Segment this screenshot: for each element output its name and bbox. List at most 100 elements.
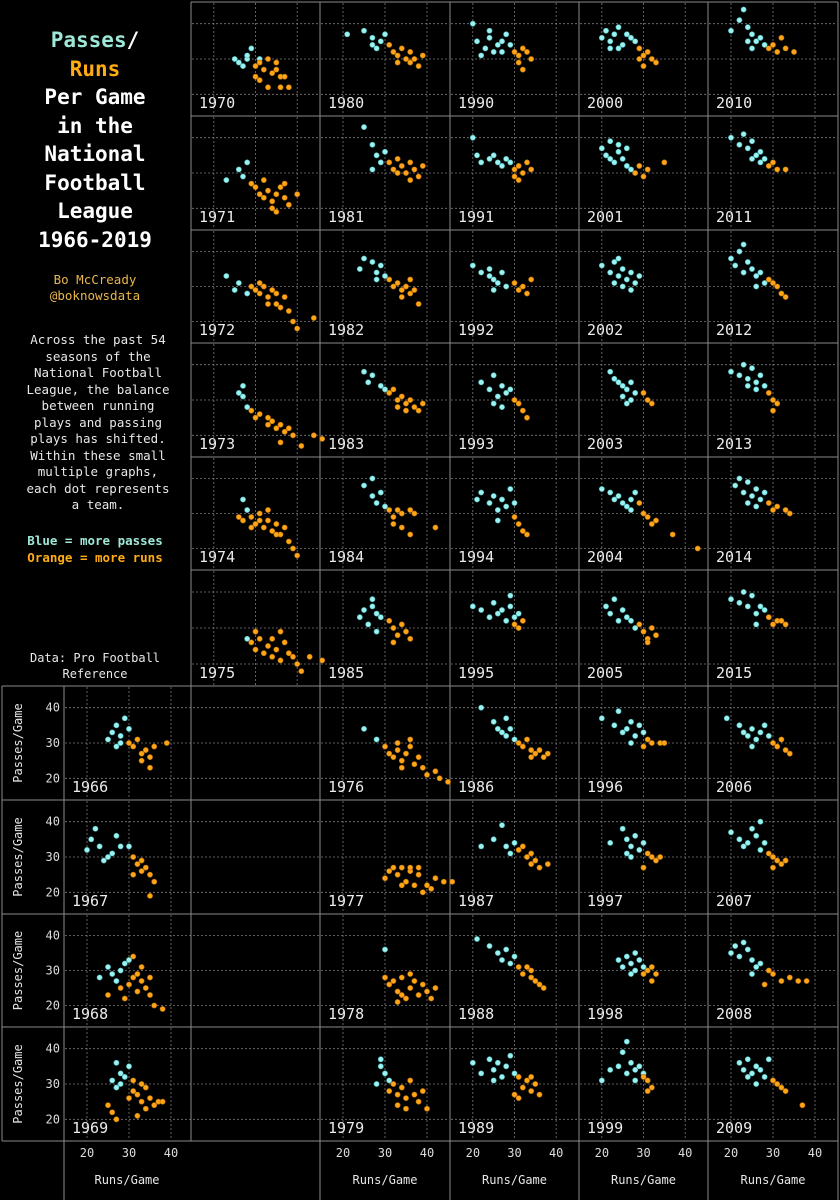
pass-dot (623, 1070, 630, 1077)
run-dot (273, 425, 280, 432)
run-dot (640, 628, 647, 635)
run-dot (252, 414, 259, 421)
x-tick-label: 30 (766, 1146, 780, 1160)
pass-dot (377, 489, 384, 496)
run-dot (648, 521, 655, 527)
pass-dot (740, 939, 747, 946)
pass-dot (482, 45, 489, 52)
y-tick-label: 20 (46, 999, 60, 1013)
pass-dot (373, 1081, 380, 1087)
panel-1966: 1966 20 30 40 Passes/Game (11, 687, 319, 799)
pass-dot (113, 832, 120, 839)
run-dot (256, 280, 263, 286)
run-dot (403, 995, 409, 1002)
pass-dot (740, 489, 747, 496)
year-label: 1979 (328, 1119, 364, 1137)
chart-title: Passes/ Runs Per Game in the National Fo… (0, 26, 190, 254)
run-dot (386, 507, 393, 513)
pass-dot (611, 259, 618, 265)
pass-dot (753, 1081, 760, 1087)
pass-dot (615, 1063, 622, 1070)
run-dot (528, 56, 535, 62)
panel-1980: 1980 (321, 3, 449, 115)
year-label: 1982 (328, 321, 364, 339)
x-tick-label: 30 (122, 1146, 136, 1160)
pass-dot (126, 843, 132, 850)
run-dot (407, 276, 414, 283)
pass-dot (109, 850, 116, 857)
pass-dot (736, 372, 743, 379)
pass-dot (507, 41, 514, 48)
pass-dot (478, 489, 485, 496)
run-dot (419, 764, 426, 771)
run-dot (782, 507, 789, 513)
run-dot (644, 514, 651, 520)
run-dot (528, 850, 535, 857)
year-label: 1994 (458, 548, 494, 566)
author-name: Bo McCready (53, 272, 137, 287)
title-line-8: 1966-2019 (38, 227, 152, 252)
pass-dot (603, 152, 609, 159)
pass-dot (478, 52, 485, 59)
run-dot (524, 159, 530, 166)
run-dot (130, 1088, 137, 1094)
pass-dot (728, 134, 734, 141)
panel-2001: 2001 (580, 117, 707, 229)
x-tick-label: 20 (595, 1146, 609, 1160)
run-dot (770, 397, 776, 403)
run-dot (256, 290, 263, 297)
run-dot (770, 864, 776, 871)
panel-2010: 2010 (709, 3, 837, 115)
panel-2011: 2011 (709, 117, 837, 229)
pass-dot (377, 159, 384, 166)
pass-dot (109, 971, 116, 977)
run-dot (269, 205, 276, 212)
run-dot (407, 531, 414, 538)
pass-dot (494, 280, 501, 286)
pass-dot (607, 138, 614, 145)
run-dot (394, 155, 401, 162)
run-dot (524, 49, 530, 55)
pass-dot (244, 507, 251, 513)
pass-dot (494, 1059, 501, 1066)
pass-dot (377, 262, 384, 269)
run-dot (640, 52, 647, 59)
run-dot (765, 850, 772, 857)
pass-dot (744, 733, 751, 739)
year-label: 1968 (72, 1005, 108, 1023)
pass-dot (615, 273, 622, 279)
pass-dot (113, 1084, 120, 1091)
pass-dot (474, 936, 480, 942)
run-dot (394, 170, 401, 176)
pass-dot (611, 31, 618, 38)
run-dot (519, 407, 526, 414)
run-dot (770, 280, 776, 286)
pass-dot (361, 27, 367, 34)
run-dot (319, 435, 326, 442)
run-dot (407, 397, 414, 403)
pass-dot (598, 715, 605, 722)
run-dot (648, 964, 655, 970)
pass-dot (248, 45, 255, 52)
run-dot (774, 283, 781, 290)
x-axis-label: Runs/Game (352, 1173, 417, 1187)
pass-dot (117, 1081, 124, 1087)
run-dot (415, 992, 422, 998)
run-dot (269, 653, 276, 660)
run-dot (398, 287, 405, 293)
pass-dot (632, 1066, 639, 1073)
run-dot (273, 521, 280, 527)
year-label: 1971 (199, 208, 235, 226)
run-dot (147, 764, 153, 771)
source-line: Reference (62, 667, 128, 681)
run-dot (653, 632, 659, 639)
legend-orange: Orange = more runs (27, 550, 163, 565)
run-dot (260, 650, 267, 657)
year-label: 2001 (587, 208, 623, 226)
run-dot (774, 166, 781, 173)
x-tick-label: 20 (466, 1146, 480, 1160)
pass-dot (511, 614, 518, 621)
run-dot (770, 159, 776, 166)
pass-dot (109, 729, 116, 736)
